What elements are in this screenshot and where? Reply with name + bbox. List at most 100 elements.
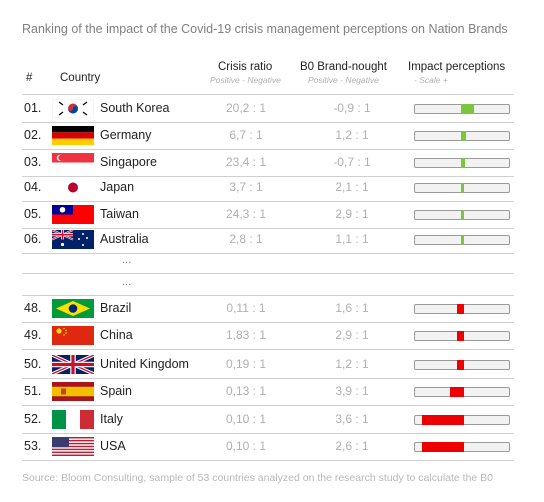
singapore-flag-icon: [52, 153, 94, 172]
impact-bar: [414, 131, 510, 141]
header-country: Country: [60, 72, 101, 84]
ellipsis-1: ...: [122, 254, 132, 266]
table-row: 48. Brazil 0,11 : 1 1,6 : 1: [22, 296, 514, 322]
united-kingdom-flag-icon: [52, 355, 94, 374]
impact-bar-fill: [461, 104, 475, 114]
table-row: 50. United Kingdom 0,19 : 1 1,2 : 1: [22, 352, 514, 378]
crisis-ratio-value: 0,10 : 1: [225, 439, 267, 453]
crisis-ratio-value: 24,3 : 1: [225, 207, 267, 221]
rank-label: 52.: [24, 412, 42, 426]
impact-bar-fill: [449, 387, 464, 397]
china-flag-icon: [52, 326, 94, 345]
table-row: 01. South Korea 20,2 : 1 -0,9 : 1: [22, 96, 514, 122]
b0-value: 2,1 : 1: [335, 180, 369, 194]
divider-ellipsis-2: [22, 295, 514, 296]
impact-bar-fill: [461, 210, 464, 220]
impact-bar: [414, 442, 510, 452]
rank-label: 53.: [24, 439, 42, 453]
impact-bar-fill: [461, 183, 464, 193]
row-divider: [22, 349, 514, 350]
b0-value: -0,7 : 1: [333, 155, 371, 169]
header-rank: #: [26, 72, 33, 84]
impact-bar-fill: [457, 331, 464, 341]
australia-flag-icon: [52, 230, 94, 249]
rank-label: 06.: [24, 232, 42, 246]
impact-bar: [414, 387, 510, 397]
row-divider: [22, 253, 514, 254]
country-name: Brazil: [100, 301, 132, 315]
b0-value: 1,2 : 1: [335, 357, 369, 371]
crisis-ratio-value: 0,19 : 1: [225, 357, 267, 371]
row-divider: [22, 322, 514, 323]
impact-bar: [414, 158, 510, 168]
impact-bar-fill: [421, 442, 464, 452]
rank-label: 48.: [24, 301, 42, 315]
row-divider: [22, 405, 514, 406]
b0-value: 2,9 : 1: [335, 328, 369, 342]
impact-bar-fill: [461, 158, 465, 168]
impact-bar: [414, 304, 510, 314]
b0-value: 2,6 : 1: [335, 439, 369, 453]
rank-label: 02.: [24, 128, 42, 142]
country-name: Italy: [100, 412, 123, 426]
taiwan-flag-icon: [52, 205, 94, 224]
header-b0: B0 Brand-nought: [300, 61, 387, 73]
row-divider: [22, 460, 514, 461]
table-row: 49. China 1,83 : 1 2,9 : 1: [22, 323, 514, 349]
crisis-ratio-value: 0,11 : 1: [226, 301, 266, 315]
row-divider: [22, 378, 514, 379]
impact-bar: [414, 331, 510, 341]
spain-flag-icon: [52, 382, 94, 401]
table-row: 03. Singapore 23,4 : 1 -0,7 : 1: [22, 150, 514, 176]
crisis-ratio-value: 0,10 : 1: [225, 412, 267, 426]
impact-bar-fill: [457, 304, 464, 314]
row-divider: [22, 228, 514, 229]
header-b0-sub: Positive - Negative: [308, 75, 379, 85]
ellipsis-2: ...: [122, 276, 132, 288]
country-name: USA: [100, 439, 126, 453]
header-divider: [22, 94, 514, 95]
italy-flag-icon: [52, 410, 94, 429]
row-divider: [22, 433, 514, 434]
row-divider: [22, 149, 514, 150]
divider-ellipsis-1: [22, 273, 514, 274]
crisis-ratio-value: 23,4 : 1: [225, 155, 267, 169]
header-impact-sub: - Scale +: [414, 75, 448, 85]
b0-value: 2,9 : 1: [335, 207, 369, 221]
impact-bar: [414, 210, 510, 220]
b0-value: 1,1 : 1: [335, 232, 369, 246]
impact-bar-fill: [421, 415, 464, 425]
b0-value: 1,6 : 1: [335, 301, 369, 315]
brazil-flag-icon: [52, 299, 94, 318]
country-name: Spain: [100, 384, 132, 398]
header-crisis-sub: Positive - Negative: [210, 75, 281, 85]
impact-bar-fill: [457, 360, 464, 370]
country-name: Japan: [100, 180, 135, 194]
south-korea-flag-icon: [52, 99, 94, 118]
usa-flag-icon: [52, 437, 94, 456]
rank-label: 51.: [24, 384, 42, 398]
rank-label: 01.: [24, 101, 42, 115]
table-row: 53. USA 0,10 : 1 2,6 : 1: [22, 434, 514, 460]
country-name: Germany: [100, 128, 152, 142]
table-row: 04. Japan 3,7 : 1 2,1 : 1: [22, 175, 514, 201]
germany-flag-icon: [52, 126, 94, 145]
country-name: China: [100, 328, 133, 342]
crisis-ratio-value: 20,2 : 1: [225, 101, 267, 115]
rank-label: 50.: [24, 357, 42, 371]
impact-bar: [414, 183, 510, 193]
japan-flag-icon: [52, 178, 94, 197]
header-impact: Impact perceptions: [408, 61, 506, 73]
b0-value: 3,6 : 1: [335, 412, 369, 426]
table-row: 52. Italy 0,10 : 1 3,6 : 1: [22, 407, 514, 433]
crisis-ratio-value: 6,7 : 1: [229, 128, 263, 142]
impact-bar: [414, 415, 510, 425]
b0-value: 3,9 : 1: [335, 384, 369, 398]
table-row: 02. Germany 6,7 : 1 1,2 : 1: [22, 123, 514, 149]
rank-label: 03.: [24, 155, 42, 169]
impact-bar: [414, 104, 510, 114]
row-divider: [22, 122, 514, 123]
crisis-ratio-value: 2,8 : 1: [229, 232, 263, 246]
country-name: United Kingdom: [100, 357, 189, 371]
header-crisis-ratio: Crisis ratio: [218, 61, 273, 73]
